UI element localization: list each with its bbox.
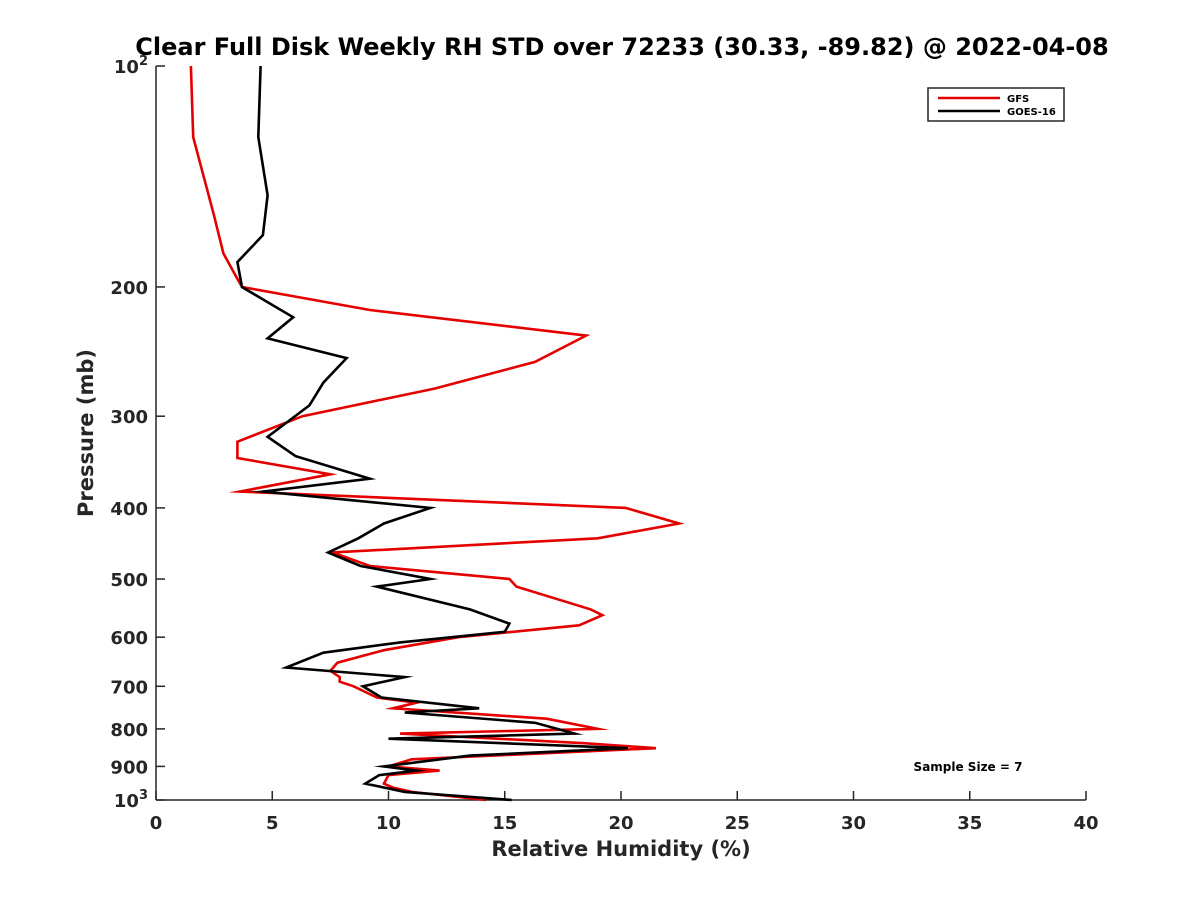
y-tick-label: 600 <box>110 628 148 649</box>
legend-entry-label: GFS <box>1007 94 1029 105</box>
y-tick-label: 102 <box>114 54 148 78</box>
x-tick-label: 35 <box>957 813 982 834</box>
x-tick-label: 5 <box>266 813 279 834</box>
legend-box <box>927 87 1065 122</box>
x-tick-label: 30 <box>841 813 866 834</box>
y-tick-label: 103 <box>114 788 148 812</box>
y-tick-label: 900 <box>110 757 148 778</box>
x-tick-label: 25 <box>725 813 750 834</box>
x-tick-label: 10 <box>376 813 401 834</box>
series-layer <box>189 65 685 802</box>
plot-axes: 0 5 10 15 20 25 30 35 40 102 200 300 400 500 600 700 800… <box>110 54 1098 834</box>
x-axis-label: Relative Humidity (%) <box>491 837 750 861</box>
legend: GFS GOES-16 <box>927 87 1065 122</box>
y-tick-label: 500 <box>110 570 148 591</box>
x-tick-label: 40 <box>1073 813 1098 834</box>
x-tick-label: 15 <box>492 813 517 834</box>
legend-entry-label: GOES-16 <box>1007 107 1056 118</box>
series-line-goes-16 <box>236 65 629 802</box>
y-axis-label: Pressure (mb) <box>74 349 98 517</box>
y-tick-label: 800 <box>110 720 148 741</box>
chart-title: Clear Full Disk Weekly RH STD over 72233… <box>135 33 1108 61</box>
y-tick-label: 200 <box>110 278 148 299</box>
y-tick-label: 400 <box>110 499 148 520</box>
sample-size-annotation: Sample Size = 7 <box>914 760 1023 774</box>
x-tick-label: 0 <box>150 813 163 834</box>
x-tick-label: 20 <box>608 813 633 834</box>
y-tick-label: 700 <box>110 677 148 698</box>
y-tick-label: 300 <box>110 407 148 428</box>
